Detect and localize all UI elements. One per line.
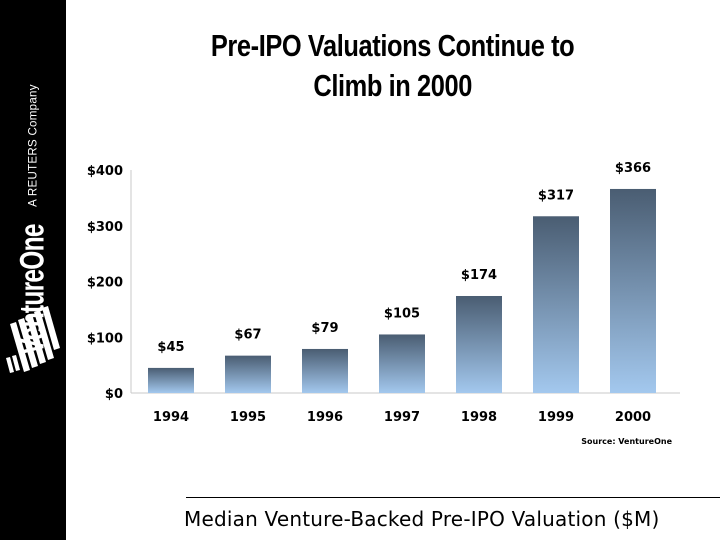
footer-divider — [186, 497, 720, 498]
y-tick-label: $300 — [87, 220, 123, 235]
data-labels: $45 $67 $79 $105 $174 $317 $366 — [157, 161, 651, 355]
source-note: Source: VentureOne — [581, 437, 672, 446]
bar-1995 — [225, 355, 271, 393]
x-tick-label: 1996 — [307, 410, 343, 425]
x-axis-ticks: 1994 1995 1996 1997 1998 1999 2000 — [153, 410, 651, 425]
data-label-1994: $45 — [157, 340, 184, 355]
data-label-1996: $79 — [311, 321, 338, 336]
data-label-2000: $366 — [615, 161, 651, 176]
bar-1996 — [302, 348, 348, 393]
chart-subtitle: Median Venture-Backed Pre-IPO Valuation … — [184, 507, 660, 531]
bar-1994 — [148, 367, 194, 393]
bar-1997 — [379, 334, 425, 393]
y-tick-label: $0 — [105, 387, 123, 402]
y-axis-ticks: $0 $100 $200 $300 $400 — [87, 164, 123, 402]
bar-1998 — [456, 295, 502, 393]
x-tick-label: 1997 — [384, 410, 420, 425]
bar-series — [148, 188, 656, 393]
bar-1999 — [533, 216, 579, 393]
slide-title-line2: Climb in 2000 — [313, 68, 473, 103]
data-label-1995: $67 — [234, 328, 261, 343]
slide-title: Pre-IPO Valuations Continue to Climb in … — [66, 26, 720, 106]
data-label-1999: $317 — [538, 188, 574, 203]
ventureone-logo-icon — [6, 306, 60, 373]
bar-2000 — [610, 188, 656, 393]
data-label-1997: $105 — [384, 306, 420, 321]
x-tick-label: 1998 — [461, 410, 497, 425]
y-tick-label: $400 — [87, 164, 123, 179]
x-tick-label: 1994 — [153, 410, 189, 425]
sidebar-brand-strip: VentureOne A REUTERS Company — [0, 0, 66, 540]
y-tick-label: $100 — [87, 331, 123, 346]
data-label-1998: $174 — [461, 268, 497, 283]
y-tick-label: $200 — [87, 276, 123, 291]
x-tick-label: 1995 — [230, 410, 266, 425]
slide-title-line1: Pre-IPO Valuations Continue to — [211, 28, 575, 63]
x-tick-label: 2000 — [615, 410, 651, 425]
x-tick-label: 1999 — [538, 410, 574, 425]
